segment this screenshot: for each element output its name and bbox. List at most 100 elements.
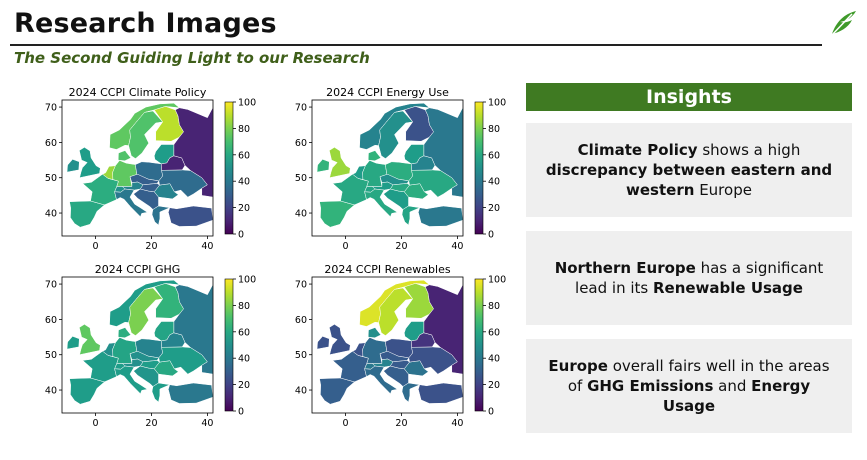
x-tick-label: 0: [343, 241, 349, 252]
region-sweden: [128, 110, 164, 159]
insight-emphasis: GHG Emissions: [587, 377, 714, 395]
region-uk: [329, 324, 351, 356]
colorbar-tick-label: 40: [488, 177, 500, 188]
y-tick-label: 70: [295, 280, 307, 291]
map-regions: [66, 102, 213, 228]
region-russia: [423, 106, 463, 198]
colorbar-tick-label: 100: [488, 98, 506, 109]
region-uk: [79, 324, 101, 356]
title-divider: [10, 44, 822, 46]
insight-text: Northern Europe has a significant lead i…: [540, 258, 838, 298]
colorbar-tick-label: 100: [238, 275, 256, 286]
x-tick-label: 0: [93, 241, 99, 252]
region-greece: [151, 205, 171, 226]
colorbar: [224, 278, 234, 412]
colorbar-tick-label: 0: [238, 230, 244, 241]
region-italy: [114, 365, 148, 398]
insight-emphasis: Northern Europe: [554, 259, 696, 277]
colorbar-tick-label: 80: [488, 301, 500, 312]
x-tick-label: 20: [145, 241, 157, 252]
y-tick-label: 60: [295, 138, 307, 149]
energy-use-map: 2024 CCPI Energy Use 0 20 40 70 60 50 40 100 80 60…: [295, 86, 506, 252]
insight-text-run: Europe: [694, 181, 752, 199]
insight-text-run: and: [713, 377, 752, 395]
x-tick-label: 40: [201, 418, 213, 429]
chart-title: 2024 CCPI Energy Use: [326, 86, 449, 99]
x-tick-label: 20: [395, 418, 407, 429]
region-ireland: [66, 336, 80, 350]
chart-title: 2024 CCPI Renewables: [324, 263, 450, 276]
region-russia: [173, 106, 213, 198]
insight-emphasis: Climate Policy: [577, 141, 698, 159]
region-russia: [173, 283, 213, 375]
region-sweden: [128, 287, 164, 336]
y-tick-label: 70: [45, 103, 57, 114]
y-tick-label: 60: [45, 138, 57, 149]
map-regions: [316, 102, 463, 228]
x-tick-label: 0: [93, 418, 99, 429]
plot-frame: [61, 276, 214, 414]
colorbar-tick-label: 40: [488, 354, 500, 365]
colorbar-tick-label: 20: [238, 380, 250, 391]
region-turkey: [418, 382, 463, 404]
colorbar: [474, 101, 484, 235]
colorbar-tick-label: 0: [238, 407, 244, 418]
region-uk: [329, 147, 351, 179]
colorbar-tick-label: 40: [238, 354, 250, 365]
leaf-logo-icon: [830, 11, 856, 37]
colorbar-tick-label: 80: [238, 124, 250, 135]
insight-text: Europe overall fairs well in the areas o…: [540, 356, 838, 416]
colorbar-tick-label: 60: [238, 327, 250, 338]
x-tick-label: 20: [145, 418, 157, 429]
colorbar-tick-label: 80: [488, 124, 500, 135]
region-ireland: [316, 159, 330, 173]
insight-text-run: overall fairs well in the areas of: [567, 357, 830, 395]
region-greece: [401, 382, 421, 403]
colorbar-tick-label: 60: [488, 327, 500, 338]
colorbar-tick-label: 80: [238, 301, 250, 312]
region-greece: [401, 205, 421, 226]
region-greece: [151, 382, 171, 403]
insight-card-northern-europe: Northern Europe has a significant lead i…: [526, 231, 852, 325]
x-tick-label: 0: [343, 418, 349, 429]
y-tick-label: 60: [295, 315, 307, 326]
page-title: Research Images: [14, 8, 277, 39]
x-tick-label: 40: [451, 418, 463, 429]
y-tick-label: 70: [295, 103, 307, 114]
colorbar-tick-label: 20: [488, 203, 500, 214]
y-tick-label: 50: [45, 350, 57, 361]
x-tick-label: 40: [451, 241, 463, 252]
region-sweden: [378, 110, 414, 159]
region-iberia: [319, 200, 356, 228]
insight-emphasis: discrepancy between eastern and western: [545, 161, 833, 199]
page-subtitle: The Second Guiding Light to our Research: [14, 49, 370, 67]
insight-card-europe-overall: Europe overall fairs well in the areas o…: [526, 339, 852, 433]
y-tick-label: 40: [295, 386, 307, 397]
region-denmark: [117, 327, 132, 339]
insight-text-run: has a significant lead in its: [575, 259, 824, 297]
climate-policy-map: 2024 CCPI Climate Policy 0 20 40 70 60 50 40 100…: [45, 86, 256, 252]
region-iberia: [69, 200, 106, 228]
y-tick-label: 60: [45, 315, 57, 326]
region-italy: [114, 188, 148, 221]
x-tick-label: 40: [201, 241, 213, 252]
y-tick-label: 70: [45, 280, 57, 291]
region-ireland: [66, 159, 80, 173]
region-iberia: [319, 377, 356, 405]
region-turkey: [168, 205, 213, 227]
colorbar-tick-label: 0: [488, 230, 494, 241]
y-tick-label: 50: [295, 173, 307, 184]
colorbar-tick-label: 100: [238, 98, 256, 109]
region-turkey: [168, 382, 213, 404]
insight-emphasis: Europe: [548, 357, 608, 375]
ghg-map: 2024 CCPI GHG 0 20 40 70 60 50 40 100 80 60 40 20 0: [45, 263, 256, 429]
region-turkey: [418, 205, 463, 227]
region-italy: [364, 188, 398, 221]
y-tick-label: 40: [45, 386, 57, 397]
region-denmark: [117, 150, 132, 162]
renewables-map: 2024 CCPI Renewables 0 20 40 70 60 50 40 100 80 60…: [295, 263, 506, 429]
colorbar-tick-label: 60: [238, 150, 250, 161]
map-regions: [316, 279, 463, 405]
region-russia: [423, 283, 463, 375]
region-uk: [79, 147, 101, 179]
